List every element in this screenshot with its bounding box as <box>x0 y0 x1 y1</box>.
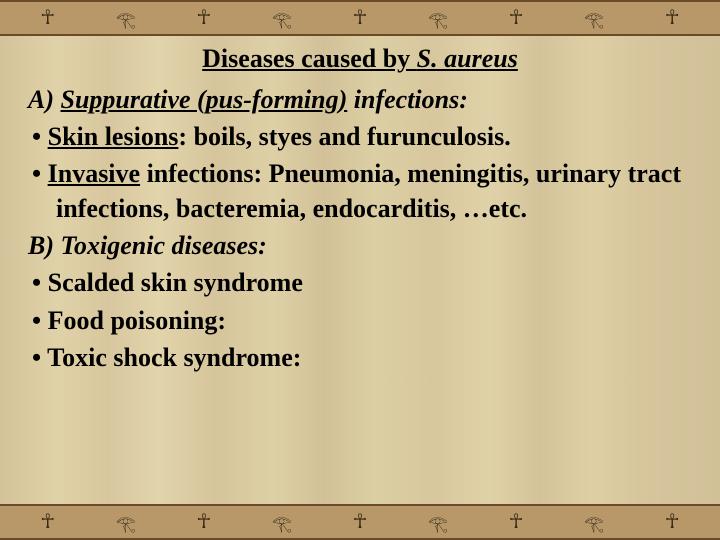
list-item: Scalded skin syndrome <box>32 265 692 300</box>
title-organism: S. aureus <box>417 44 518 73</box>
section-a-bullets: Skin lesions: boils, styes and furunculo… <box>28 119 692 226</box>
bullet-rest: Scalded skin syndrome <box>48 268 303 297</box>
section-b-heading: B) Toxigenic diseases: <box>28 228 692 263</box>
bullet-rest: Food poisoning: <box>48 306 226 335</box>
section-b-label: B) <box>28 231 54 260</box>
ankh-icon: ☥ <box>353 8 368 28</box>
egyptian-border-bottom: ☥ 𓂀 ☥ 𓂀 ☥ 𓂀 ☥ 𓂀 ☥ <box>0 504 720 540</box>
eye-icon: 𓂀 <box>584 509 604 535</box>
ankh-icon: ☥ <box>196 8 211 28</box>
eye-icon: 𓂀 <box>428 509 448 535</box>
ankh-icon: ☥ <box>40 512 55 532</box>
slide-content: Diseases caused by S. aureus A) Suppurat… <box>28 44 692 496</box>
ankh-icon: ☥ <box>196 512 211 532</box>
ankh-icon: ☥ <box>509 512 524 532</box>
egyptian-border-top: ☥ 𓂀 ☥ 𓂀 ☥ 𓂀 ☥ 𓂀 ☥ <box>0 0 720 36</box>
list-item: Toxic shock syndrome: <box>32 340 692 375</box>
eye-icon: 𓂀 <box>116 509 136 535</box>
ankh-icon: ☥ <box>665 8 680 28</box>
bullet-lead: Skin lesions <box>48 122 179 151</box>
section-b-text: Toxigenic diseases: <box>61 231 267 260</box>
section-a-suffix: infections: <box>347 85 468 114</box>
ankh-icon: ☥ <box>665 512 680 532</box>
ankh-icon: ☥ <box>40 8 55 28</box>
list-item: Invasive infections: Pneumonia, meningit… <box>32 156 692 226</box>
section-a-label: A) <box>28 85 54 114</box>
section-a-heading: A) Suppurative (pus-forming) infections: <box>28 82 692 117</box>
section-a-text: Suppurative (pus-forming) <box>61 85 348 114</box>
bullet-rest: : boils, styes and furunculosis. <box>178 122 510 151</box>
bullet-lead: Invasive <box>48 159 140 188</box>
title-prefix: Diseases caused by <box>202 44 417 73</box>
eye-icon: 𓂀 <box>116 5 136 31</box>
eye-icon: 𓂀 <box>428 5 448 31</box>
ankh-icon: ☥ <box>353 512 368 532</box>
section-b-bullets: Scalded skin syndrome Food poisoning: To… <box>28 265 692 374</box>
eye-icon: 𓂀 <box>584 5 604 31</box>
bullet-rest: infections: Pneumonia, meningitis, urina… <box>56 159 681 223</box>
ankh-icon: ☥ <box>509 8 524 28</box>
slide-title: Diseases caused by S. aureus <box>28 44 692 74</box>
bullet-rest: Toxic shock syndrome: <box>47 343 301 372</box>
eye-icon: 𓂀 <box>272 509 292 535</box>
list-item: Food poisoning: <box>32 303 692 338</box>
list-item: Skin lesions: boils, styes and furunculo… <box>32 119 692 154</box>
eye-icon: 𓂀 <box>272 5 292 31</box>
slide-papyrus: ☥ 𓂀 ☥ 𓂀 ☥ 𓂀 ☥ 𓂀 ☥ Diseases caused by S. aureus A… <box>0 0 720 540</box>
